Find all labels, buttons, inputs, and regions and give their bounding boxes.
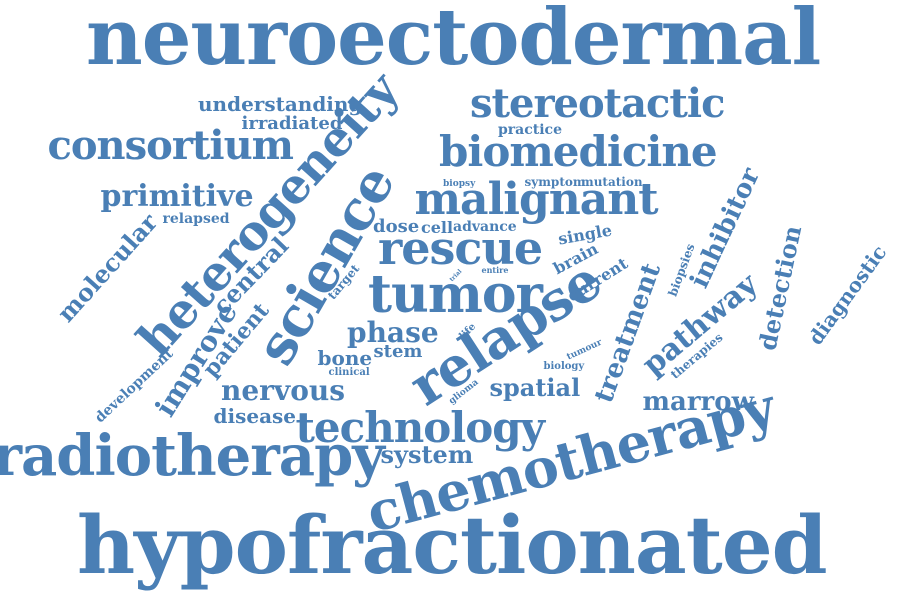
- word-system: system: [380, 440, 474, 469]
- word-rescue: rescue: [378, 221, 543, 275]
- word-mutation: mutation: [581, 175, 643, 189]
- word-technology: technology: [295, 403, 546, 452]
- word-cell: cell: [421, 218, 454, 237]
- word-entire: entire: [481, 265, 509, 275]
- word-radiotherapy: radiotherapy: [0, 423, 385, 489]
- word-symptom: symptom: [524, 175, 586, 189]
- word-biology: biology: [543, 361, 585, 372]
- word-tumor: tumor: [368, 264, 543, 325]
- word-understanding: understanding: [198, 92, 363, 116]
- word-irradiated: irradiated: [241, 113, 343, 134]
- word-spatial: spatial: [489, 373, 581, 402]
- word-detection: detection: [752, 222, 807, 353]
- word-neuroectodermal: neuroectodermal: [86, 0, 821, 83]
- word-stem: stem: [373, 341, 423, 362]
- word-practice: practice: [498, 122, 562, 138]
- word-biopsy: biopsy: [443, 178, 476, 189]
- word-dose: dose: [373, 216, 420, 237]
- word-marrow: marrow: [642, 387, 754, 417]
- word-tumour: tumour: [565, 337, 604, 363]
- word-bone: bone: [317, 346, 373, 370]
- word-consortium: consortium: [47, 122, 294, 169]
- word-hypofractionated: hypofractionated: [77, 498, 828, 592]
- word-diagnostic: diagnostic: [802, 240, 891, 350]
- word-phase: phase: [347, 316, 439, 349]
- word-malignant: malignant: [414, 174, 659, 225]
- word-stereotactic: stereotactic: [470, 80, 725, 127]
- word-relapsed: relapsed: [162, 211, 230, 227]
- word-biomedicine: biomedicine: [439, 127, 718, 176]
- word-nervous: nervous: [221, 374, 345, 407]
- word-advance: advance: [453, 219, 517, 235]
- word-inhibitor: inhibitor: [684, 163, 766, 293]
- word-clinical: clinical: [328, 367, 370, 378]
- word-primitive: primitive: [100, 179, 254, 214]
- word-disease: disease: [213, 404, 297, 428]
